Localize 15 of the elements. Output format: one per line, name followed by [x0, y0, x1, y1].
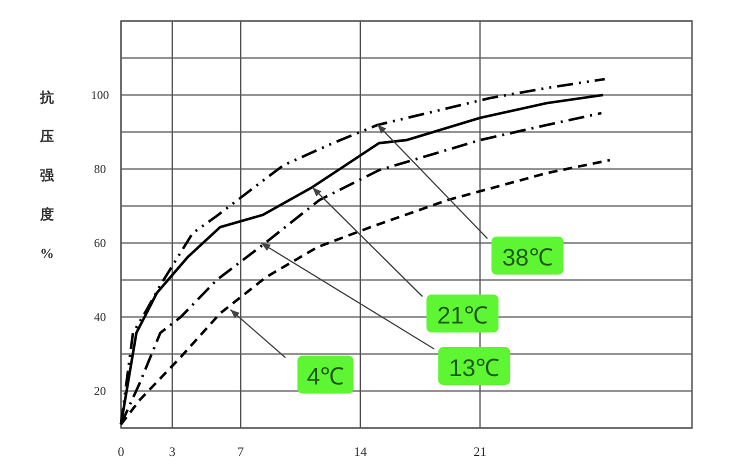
- y-tick-label: 20: [94, 384, 106, 398]
- x-tick-label: 3: [169, 444, 176, 459]
- y-tick-label: 100: [91, 88, 109, 102]
- annotation: 13℃: [448, 355, 500, 382]
- y-tick-label: 60: [94, 236, 106, 250]
- annotation: 38℃: [502, 244, 553, 272]
- x-tick-label: 21: [474, 444, 487, 459]
- annotation: 4℃: [306, 364, 344, 391]
- x-tick-label: 0: [118, 444, 124, 459]
- annotation: 21℃: [437, 302, 488, 330]
- y-tick-label: 80: [94, 162, 106, 176]
- x-tick-label: 7: [237, 444, 244, 459]
- y-tick-label: 40: [94, 310, 106, 324]
- x-tick-label: 14: [354, 444, 368, 459]
- text: 抗压强度%: [40, 91, 54, 262]
